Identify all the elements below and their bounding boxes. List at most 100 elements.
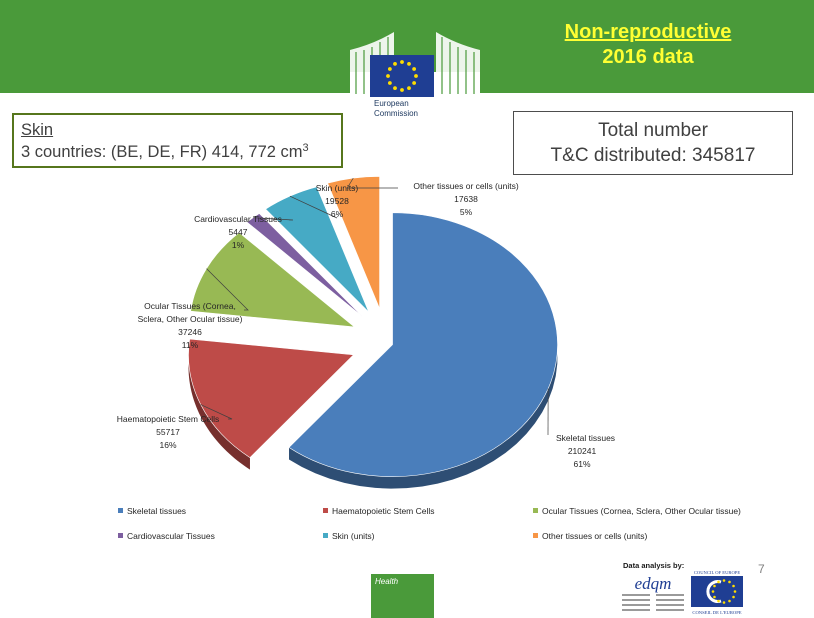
slice-label: Skeletal tissues 210241 61% <box>556 433 615 469</box>
slice-label-line: 17638 <box>454 194 478 204</box>
skin-box-detail: 3 countries: (BE, DE, FR) 414, 772 cm3 <box>21 141 335 163</box>
legend-item: Cardiovascular Tissues <box>118 530 215 542</box>
headline-line1: Non-reproductive <box>564 21 732 43</box>
health-box: Health <box>371 574 434 618</box>
pie-slice-side <box>188 349 250 470</box>
health-label: Health <box>375 577 399 586</box>
legend-item: Haematopoietic Stem Cells <box>323 505 435 517</box>
ec-star-icon <box>407 61 411 66</box>
slice-label-line: 55717 <box>156 427 180 437</box>
ec-star-icon <box>407 86 411 91</box>
total-box-line1: Total number <box>598 120 708 141</box>
legend-swatch <box>533 508 538 513</box>
legend-item: Ocular Tissues (Cornea, Sclera, Other Oc… <box>533 505 741 517</box>
legend-item: Skin (units) <box>323 530 375 542</box>
slice-label-line: Skeletal tissues <box>556 433 615 443</box>
pie-slice <box>246 213 363 317</box>
leader-line <box>206 268 249 311</box>
coe-star-icon <box>713 584 716 588</box>
legend-label: Ocular Tissues (Cornea, Sclera, Other Oc… <box>542 506 741 516</box>
legend-label: Cardiovascular Tissues <box>127 531 215 541</box>
slice-label-line: 11% <box>182 340 199 350</box>
slice-label-line: Other tissues or cells (units) <box>413 181 519 191</box>
edqm-logo-text: edqm <box>635 574 672 593</box>
slice-label-line: 5% <box>460 207 473 217</box>
coe-star-icon <box>728 580 731 584</box>
slice-label-line: 19528 <box>325 196 349 206</box>
slice-label-line: 16% <box>159 440 176 450</box>
ec-star-icon <box>400 60 404 64</box>
slice-label-line: Haematopoietic Stem Cells <box>117 414 220 424</box>
ec-star-icon <box>393 86 397 91</box>
coe-star-icon <box>713 595 716 599</box>
ec-star-icon <box>412 67 417 71</box>
coe-star-icon <box>711 590 715 593</box>
total-box-line2: T&C distributed: 345817 <box>550 145 756 166</box>
coe-bottom-text: CONSEIL DE L'EUROPE <box>692 610 741 615</box>
pie-slice <box>188 338 355 458</box>
slice-label-line: 5447 <box>229 227 248 237</box>
headline: Non-reproductive 2016 data <box>550 20 746 70</box>
skin-box-superscript: 3 <box>302 142 309 154</box>
page-number: 7 <box>758 562 765 576</box>
ec-star-icon <box>387 81 392 85</box>
slice-label-line: 210241 <box>568 446 597 456</box>
slice-label: Other tissues or cells (units) 17638 5% <box>413 181 519 217</box>
coe-star-icon <box>728 599 731 603</box>
ec-star-icon <box>412 81 417 85</box>
leader-line <box>200 404 233 420</box>
skin-box-title: Skin <box>21 121 54 139</box>
ec-caption-line2: Commission <box>374 109 419 118</box>
slice-label-line: 61% <box>573 459 590 469</box>
slice-label-line: 6% <box>331 209 344 219</box>
coe-star-icon <box>717 599 720 603</box>
legend-label: Haematopoietic Stem Cells <box>332 506 435 516</box>
edqm-logo: edqm <box>622 574 684 611</box>
legend-swatch <box>533 533 538 538</box>
coe-star-icon <box>733 590 737 593</box>
slice-label-line: Ocular Tissues (Cornea, <box>144 301 236 311</box>
ec-caption-line1: European <box>374 99 409 108</box>
legend-swatch <box>323 508 328 513</box>
pie-slice <box>288 212 558 477</box>
slice-label: Haematopoietic Stem Cells 55717 16% <box>117 414 220 450</box>
coe-star-icon <box>722 579 726 582</box>
slice-label-line: 1% <box>232 240 245 250</box>
leader-line <box>253 217 294 221</box>
headline-line2: 2016 data <box>602 46 694 68</box>
skin-info-box: Skin 3 countries: (BE, DE, FR) 414, 772 … <box>12 113 343 168</box>
leader-line <box>289 195 338 219</box>
slice-label: Skin (units) 19528 6% <box>316 183 359 219</box>
leader-line <box>346 177 398 189</box>
slice-label: Cardiovascular Tissues 5447 1% <box>194 214 282 250</box>
coe-star-icon <box>732 595 735 599</box>
coe-star-icon <box>717 580 720 584</box>
legend-label: Other tissues or cells (units) <box>542 531 648 541</box>
coe-star-icon <box>722 601 726 604</box>
legend-swatch <box>118 508 123 513</box>
council-of-europe-logo: COUNCIL OF EUROPE CONSEIL DE L'EUROPE <box>691 570 743 615</box>
slice-label-line: 37246 <box>178 327 202 337</box>
ec-star-icon <box>387 67 392 71</box>
data-analysis-label: Data analysis by: <box>623 561 685 570</box>
legend-label: Skeletal tissues <box>127 506 187 516</box>
ec-star-icon <box>400 88 404 92</box>
slice-label-line: Cardiovascular Tissues <box>194 214 282 224</box>
ec-star-icon <box>393 61 397 66</box>
european-commission-logo <box>350 32 480 97</box>
slice-label: Ocular Tissues (Cornea, Sclera, Other Ocu… <box>138 301 243 350</box>
skin-box-detail-text: 3 countries: (BE, DE, FR) 414, 772 cm <box>21 143 303 161</box>
ec-star-icon <box>414 74 418 78</box>
total-number-box: Total number T&C distributed: 345817 <box>513 111 793 175</box>
slice-label-line: Skin (units) <box>316 183 359 193</box>
legend-item: Other tissues or cells (units) <box>533 530 647 542</box>
legend-swatch <box>118 533 123 538</box>
coe-star-icon <box>732 584 735 588</box>
slice-label-line: Sclera, Other Ocular tissue) <box>138 314 243 324</box>
ec-caption: European Commission <box>374 99 454 119</box>
legend-item: Skeletal tissues <box>118 505 186 517</box>
ec-star-icon <box>386 74 390 78</box>
legend-label: Skin (units) <box>332 531 375 541</box>
coe-top-text: COUNCIL OF EUROPE <box>694 570 740 575</box>
